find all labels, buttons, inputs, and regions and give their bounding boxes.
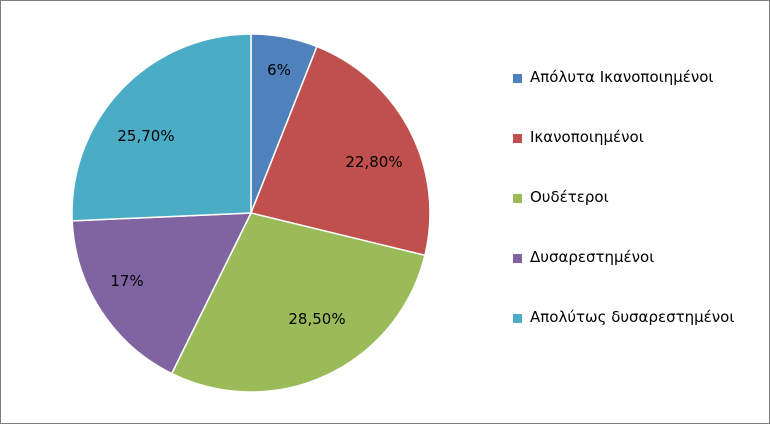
data-label: 22,80%: [345, 153, 402, 171]
slice-dissatisfied: [71, 212, 253, 375]
legend-item-very-satisfied: Απόλυτα Ικανοποιημένοι: [513, 68, 760, 88]
data-label: 6%: [267, 61, 291, 79]
legend-swatch: [513, 254, 522, 263]
legend-label: Ουδέτεροι: [530, 188, 609, 206]
legend-item-very-dissatisfied: Απολύτως δυσαρεστημένοι: [513, 308, 760, 328]
legend-label: Ικανοποιημένοι: [530, 128, 644, 146]
legend-label: Απόλυτα Ικανοποιημένοι: [530, 68, 714, 86]
data-label: 25,70%: [117, 127, 174, 145]
data-label: 17%: [110, 272, 143, 290]
legend-item-satisfied: Ικανοποιημένοι: [513, 128, 760, 148]
slice-satisfied: [249, 45, 431, 257]
slice-very-dissatisfied: [71, 33, 252, 222]
legend-item-neutral: Ουδέτεροι: [513, 188, 760, 208]
legend-swatch: [513, 134, 522, 143]
slice-neutral: [170, 212, 426, 393]
legend-swatch: [513, 194, 522, 203]
data-label: 28,50%: [288, 310, 345, 328]
legend-swatch: [513, 74, 522, 83]
legend-swatch: [513, 314, 522, 323]
legend-label: Δυσαρεστημένοι: [530, 248, 655, 266]
legend-item-dissatisfied: Δυσαρεστημένοι: [513, 248, 760, 268]
legend-label: Απολύτως δυσαρεστημένοι: [530, 308, 735, 326]
